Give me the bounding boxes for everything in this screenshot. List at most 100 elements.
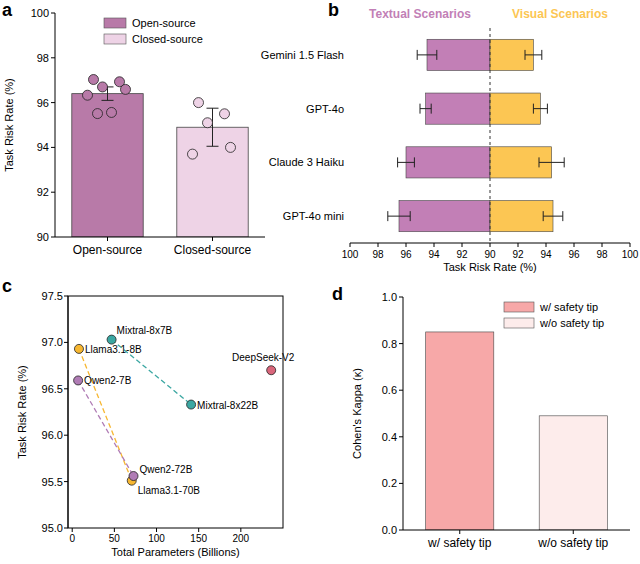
y-tick xyxy=(64,342,68,343)
x-tick xyxy=(240,528,241,532)
x-tick-label: 100 xyxy=(342,249,359,260)
y-tick xyxy=(399,483,403,484)
y-tick-label: 96.5 xyxy=(42,383,63,395)
bar xyxy=(490,93,540,124)
legend-label: w/o safety tip xyxy=(539,317,604,329)
point xyxy=(98,82,108,92)
y-tick-label: 97.5 xyxy=(42,290,63,302)
y-tick-label: 95.5 xyxy=(42,476,63,488)
y-tick-label: 100 xyxy=(31,7,49,19)
y-tick-label: 96 xyxy=(37,97,49,109)
legend-swatch xyxy=(104,18,126,28)
point xyxy=(267,366,276,375)
x-tick-label: 50 xyxy=(109,533,121,544)
error-bar xyxy=(539,157,564,167)
error-bar xyxy=(388,211,410,221)
x-tick xyxy=(434,243,435,247)
panel-label: b xyxy=(328,0,339,20)
x-tick xyxy=(630,243,631,247)
y-tick-label: 0.0 xyxy=(382,524,397,536)
y-tick xyxy=(64,296,68,297)
y-tick-label: GPT-4o xyxy=(306,103,344,115)
x-tick xyxy=(350,243,351,247)
y-tick-label: 0.4 xyxy=(382,431,397,443)
y-tick xyxy=(51,237,55,238)
x-tick-label: 98 xyxy=(372,249,384,260)
panel-label: a xyxy=(2,0,13,20)
y-tick-label: Gemini 1.5 Flash xyxy=(261,49,344,61)
y-tick-label: 90 xyxy=(37,231,49,243)
y-tick xyxy=(51,102,55,103)
series-line xyxy=(79,349,132,481)
x-tick-label: 90 xyxy=(484,249,496,260)
error-bar xyxy=(533,104,547,114)
y-tick xyxy=(51,13,55,14)
x-tick-label: Closed-source xyxy=(174,243,252,257)
x-tick-label: 200 xyxy=(232,533,249,544)
point xyxy=(188,149,198,159)
y-tick xyxy=(64,481,68,482)
point xyxy=(121,84,131,94)
legend-label: Open-source xyxy=(132,17,196,29)
legend-swatch xyxy=(504,302,534,312)
y-tick-label: 0.2 xyxy=(382,477,397,489)
plot-d xyxy=(426,332,608,530)
legend-label: w/ safety tip xyxy=(539,301,598,313)
y-tick xyxy=(399,343,403,344)
point-label: Mixtral-8x22B xyxy=(197,400,258,411)
x-tick xyxy=(406,243,407,247)
point xyxy=(74,376,83,385)
x-tick-label: 96 xyxy=(568,249,580,260)
x-tick-label: 100 xyxy=(622,249,639,260)
series-line xyxy=(78,380,133,476)
error-bar xyxy=(525,50,542,60)
bar xyxy=(426,93,490,124)
x-tick-label: 92 xyxy=(456,249,468,260)
plot-a xyxy=(72,75,248,237)
y-tick xyxy=(399,297,403,298)
x-axis-line xyxy=(55,237,265,238)
error-bar xyxy=(417,50,437,60)
point xyxy=(129,472,138,481)
point xyxy=(203,118,213,128)
point-label: Llama3.1-8B xyxy=(85,344,142,355)
y-tick-label: 0.8 xyxy=(382,338,397,350)
y-tick-label: 98 xyxy=(37,52,49,64)
x-tick xyxy=(518,243,519,247)
x-tick xyxy=(198,528,199,532)
x-tick xyxy=(114,528,115,532)
y-tick xyxy=(51,57,55,58)
point-label: Qwen2-72B xyxy=(140,464,193,475)
point xyxy=(93,109,103,119)
x-tick-label: 100 xyxy=(148,533,165,544)
y-tick xyxy=(399,390,403,391)
x-tick xyxy=(107,237,108,241)
y-tick-label: Claude 3 Haiku xyxy=(269,156,344,168)
point-label: Qwen2-7B xyxy=(84,375,132,386)
x-tick xyxy=(546,243,547,247)
x-tick xyxy=(212,237,213,241)
point xyxy=(187,400,196,409)
point xyxy=(220,109,230,119)
x-tick xyxy=(459,530,460,534)
point-label: Llama3.1-70B xyxy=(138,485,201,496)
bar xyxy=(399,201,490,232)
y-axis-label: Task Risk Rate (%) xyxy=(3,78,15,172)
figure: aOpen-sourceClosed-source9092949698100Ta… xyxy=(0,0,640,564)
x-tick-label: w/ safety tip xyxy=(427,536,492,550)
plot-b xyxy=(388,39,564,231)
x-tick-label: 92 xyxy=(512,249,524,260)
point-label: DeepSeek-V2 xyxy=(232,352,295,363)
x-tick xyxy=(156,528,157,532)
y-tick-label: 95.0 xyxy=(42,522,63,534)
x-axis-label: Total Parameters (Billions) xyxy=(111,546,239,558)
error-bar xyxy=(420,104,431,114)
y-axis-line xyxy=(403,297,404,530)
x-tick xyxy=(602,243,603,247)
y-axis-label: Task Risk Rate (%) xyxy=(16,365,28,459)
center-line xyxy=(490,28,491,243)
y-tick xyxy=(64,388,68,389)
x-tick xyxy=(72,528,73,532)
y-tick xyxy=(51,147,55,148)
x-tick-label: 150 xyxy=(190,533,207,544)
